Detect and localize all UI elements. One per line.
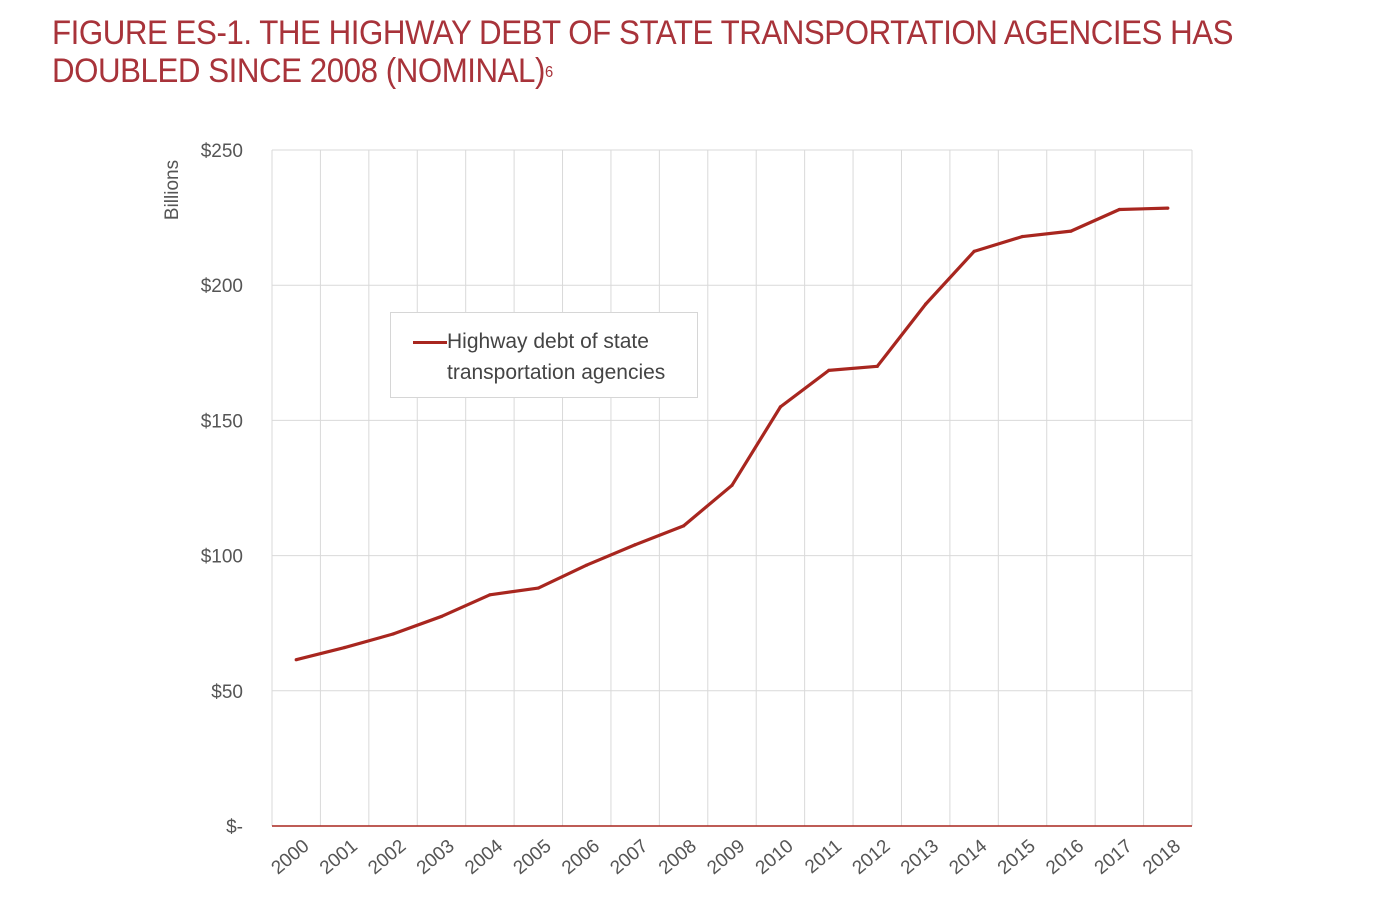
y-axis-ticks: $- $50 $100 $150 $200 $250	[201, 141, 243, 838]
figure-title: FIGURE ES-1. THE HIGHWAY DEBT OF STATE T…	[52, 14, 1266, 90]
x-tick-label: 2017	[1091, 836, 1137, 879]
data-point	[488, 593, 492, 597]
grid	[271, 149, 1193, 826]
y-tick-label: $100	[201, 547, 243, 568]
y-tick-label: $200	[201, 276, 243, 297]
data-point	[439, 614, 444, 619]
x-tick-label: 2009	[703, 836, 749, 879]
data-point	[294, 658, 298, 662]
data-point	[1117, 207, 1121, 212]
data-point	[1069, 229, 1073, 233]
y-tick-label: $50	[211, 682, 243, 703]
data-point	[875, 364, 879, 368]
series-line-highway-debt	[295, 206, 1168, 662]
x-tick-label: 2002	[364, 836, 410, 879]
data-point	[1020, 234, 1025, 239]
data-point	[730, 483, 734, 487]
x-tick-label: 2006	[558, 836, 604, 879]
x-tick-label: 2001	[316, 836, 362, 879]
x-tick-label: 2018	[1139, 836, 1185, 879]
x-axis-ticks: 2000 2001 2002 2003 2004 2005 2006 2007 2008 2009…	[268, 835, 1185, 879]
data-point	[343, 645, 347, 650]
legend-label-line-1: Highway debt of state	[447, 330, 649, 353]
x-tick-label: 2005	[510, 836, 556, 879]
data-point	[633, 543, 637, 547]
x-tick-label: 2008	[655, 836, 701, 879]
legend-swatch	[413, 341, 447, 344]
x-tick-label: 2004	[461, 835, 507, 879]
y-tick-label: $-	[226, 817, 243, 838]
data-point	[391, 632, 395, 636]
data-point	[924, 302, 928, 306]
x-tick-label: 2012	[849, 836, 895, 879]
y-tick-label: $250	[201, 141, 243, 162]
x-tick-label: 2003	[413, 836, 459, 879]
y-axis-label: Billions	[162, 160, 183, 220]
x-tick-label: 2013	[897, 836, 943, 879]
x-tick-label: 2015	[994, 836, 1040, 879]
data-point	[972, 249, 976, 253]
data-point	[778, 405, 783, 409]
figure-title-text: FIGURE ES-1. THE HIGHWAY DEBT OF STATE T…	[52, 14, 1234, 90]
legend-label: Highway debt of state transportation age…	[447, 326, 687, 388]
x-tick-label: 2010	[752, 836, 798, 879]
x-tick-label: 2000	[268, 836, 314, 879]
legend-label-line-2: transportation agencies	[447, 361, 666, 384]
data-point	[536, 586, 540, 590]
legend: Highway debt of state transportation age…	[390, 312, 698, 398]
data-point	[585, 563, 589, 567]
y-tick-label: $150	[201, 411, 243, 432]
data-point	[681, 524, 686, 528]
x-tick-label: 2011	[801, 836, 846, 878]
data-point	[827, 368, 831, 372]
x-tick-label: 2014	[945, 835, 991, 879]
x-tick-label: 2007	[606, 836, 652, 879]
footnote-marker: 6	[544, 64, 553, 81]
x-tick-label: 2016	[1042, 836, 1088, 879]
data-point	[1166, 206, 1170, 210]
